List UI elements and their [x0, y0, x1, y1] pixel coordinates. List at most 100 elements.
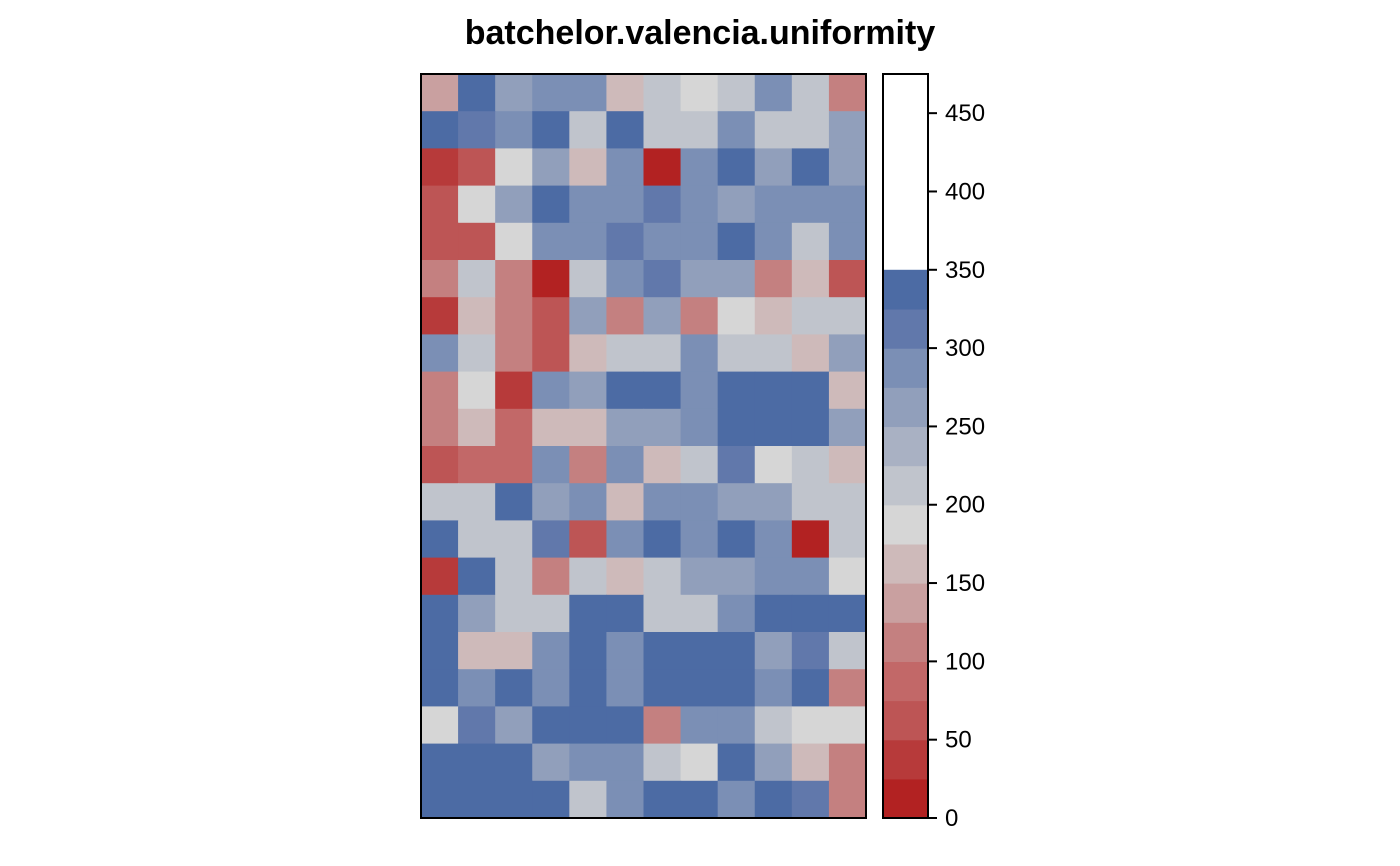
heatmap-cell — [717, 297, 756, 335]
heatmap-cell — [828, 185, 867, 224]
heatmap-cell — [643, 669, 682, 707]
heatmap-cell — [606, 371, 645, 410]
heatmap-cell — [828, 222, 867, 261]
colorbar-axis: 0 50 100 150 200 250 300 350 400 450 — [928, 100, 985, 832]
heatmap-cell — [754, 557, 793, 596]
heatmap-cell — [495, 594, 533, 633]
heatmap-cell — [532, 148, 570, 187]
heatmap-cell — [754, 408, 793, 447]
heatmap-cell — [532, 222, 570, 261]
heatmap-cell — [791, 260, 830, 298]
heatmap-cell — [643, 408, 682, 447]
heatmap-cell — [532, 780, 570, 819]
heatmap-cell — [606, 706, 645, 745]
heatmap-cell — [532, 520, 570, 559]
heatmap-cell — [458, 743, 496, 782]
heatmap-cell — [569, 74, 608, 112]
heatmap-cell — [606, 148, 645, 187]
heatmap-cell — [717, 483, 756, 521]
heatmap-cell — [791, 669, 830, 707]
heatmap-cell — [680, 74, 719, 112]
heatmap-cell — [643, 743, 682, 782]
heatmap-cell — [643, 706, 682, 745]
heatmap-cell — [828, 111, 867, 149]
heatmap-cell — [717, 371, 756, 410]
heatmap-cell — [680, 446, 719, 484]
heatmap-cell — [569, 743, 608, 782]
heatmap-cell — [680, 260, 719, 298]
heatmap-cell — [421, 111, 459, 149]
heatmap-cell — [532, 260, 570, 298]
heatmap-cell — [828, 446, 867, 484]
heatmap-cell — [458, 334, 496, 373]
heatmap-cell — [717, 111, 756, 149]
heatmap-cell — [569, 594, 608, 633]
heatmap-cell — [754, 706, 793, 745]
heatmap-cell — [532, 743, 570, 782]
colorbar-swatch — [883, 308, 928, 349]
heatmap-cell — [495, 111, 533, 149]
heatmap-cell — [458, 260, 496, 298]
heatmap-cell — [791, 111, 830, 149]
heatmap-cell — [680, 483, 719, 521]
heatmap-border — [420, 73, 867, 819]
heatmap-grid — [421, 74, 867, 819]
heatmap-cell — [791, 632, 830, 670]
heatmap-cell — [458, 371, 496, 410]
heatmap-cell — [421, 669, 459, 707]
heatmap-cell — [828, 594, 867, 633]
heatmap-cell — [458, 483, 496, 521]
colorbar-swatch — [883, 700, 928, 741]
heatmap-cell — [606, 780, 645, 819]
heatmap-cell — [421, 185, 459, 224]
heatmap-cell — [680, 743, 719, 782]
heatmap-cell — [569, 371, 608, 410]
heatmap-cell — [828, 483, 867, 521]
colorbar-swatch — [883, 661, 928, 702]
heatmap-cell — [421, 557, 459, 596]
colorbar-tick-label: 0 — [945, 805, 958, 832]
heatmap-cell — [680, 632, 719, 670]
colorbar-swatch — [883, 778, 928, 819]
heatmap-cell — [606, 594, 645, 633]
heatmap-cell — [828, 669, 867, 707]
heatmap-cell — [532, 371, 570, 410]
heatmap-cell — [569, 706, 608, 745]
heatmap-cell — [569, 669, 608, 707]
heatmap-cell — [643, 446, 682, 484]
heatmap-cell — [421, 706, 459, 745]
heatmap-cell — [717, 780, 756, 819]
heatmap-cell — [606, 260, 645, 298]
heatmap-cell — [458, 594, 496, 633]
heatmap-cell — [495, 632, 533, 670]
heatmap-cell — [532, 446, 570, 484]
heatmap-cell — [828, 297, 867, 335]
heatmap-cell — [828, 148, 867, 187]
heatmap-cell — [495, 669, 533, 707]
heatmap-cell — [606, 520, 645, 559]
heatmap-cell — [754, 780, 793, 819]
colorbar-swatch — [883, 739, 928, 780]
heatmap-cell — [643, 520, 682, 559]
heatmap-cell — [532, 594, 570, 633]
heatmap-cell — [791, 334, 830, 373]
heatmap-cell — [569, 557, 608, 596]
heatmap-cell — [680, 148, 719, 187]
heatmap-cell — [643, 483, 682, 521]
heatmap-cell — [754, 297, 793, 335]
heatmap-cell — [606, 446, 645, 484]
heatmap-cell — [532, 334, 570, 373]
colorbar-swatch — [883, 269, 928, 310]
heatmap-cell — [569, 222, 608, 261]
heatmap-cell — [458, 446, 496, 484]
heatmap-cell — [495, 446, 533, 484]
heatmap-cell — [569, 446, 608, 484]
heatmap-cell — [532, 483, 570, 521]
heatmap-cell — [754, 148, 793, 187]
heatmap-cell — [680, 780, 719, 819]
heatmap-cell — [421, 483, 459, 521]
heatmap-cell — [606, 669, 645, 707]
heatmap-cell — [791, 594, 830, 633]
heatmap-cell — [754, 185, 793, 224]
heatmap-cell — [791, 148, 830, 187]
